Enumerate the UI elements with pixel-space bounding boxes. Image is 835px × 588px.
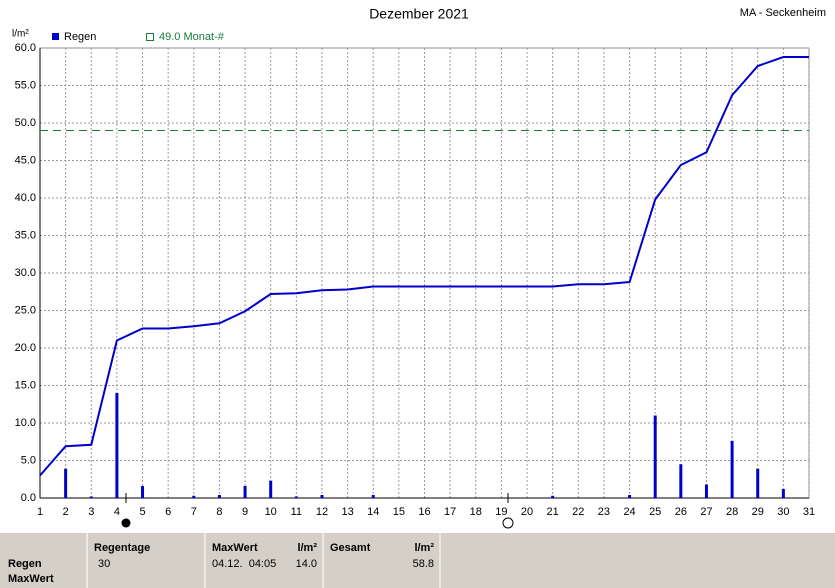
bar bbox=[679, 464, 683, 498]
x-tick-label: 10 bbox=[265, 506, 277, 518]
cell: 58.8 bbox=[413, 558, 434, 570]
plot-area bbox=[39, 47, 810, 499]
x-tick-label: 21 bbox=[547, 506, 559, 518]
legend: Regen 49.0 Monat-# bbox=[52, 31, 225, 43]
x-tick-label: 8 bbox=[216, 506, 222, 518]
bar bbox=[217, 495, 221, 498]
header: Regentage bbox=[94, 542, 150, 554]
legend-swatch bbox=[52, 33, 59, 40]
legend-label: 49.0 Monat-# bbox=[159, 31, 225, 43]
y-tick-label: 35.0 bbox=[15, 229, 36, 241]
moon-new bbox=[121, 518, 131, 528]
y-tick-label: 55.0 bbox=[15, 79, 36, 91]
y-tick-label: 0.0 bbox=[21, 492, 36, 504]
x-tick-label: 27 bbox=[700, 506, 712, 518]
x-tick-label: 13 bbox=[341, 506, 353, 518]
y-axis-label: l/m² bbox=[12, 29, 29, 40]
x-tick-label: 24 bbox=[623, 506, 635, 518]
row-label: Regen bbox=[8, 558, 42, 570]
bar bbox=[320, 495, 324, 498]
x-tick-label: 31 bbox=[803, 506, 815, 518]
line bbox=[39, 56, 809, 477]
x-tick-label: 22 bbox=[572, 506, 584, 518]
bar bbox=[781, 489, 785, 498]
bar bbox=[115, 393, 119, 498]
y-tick-label: 15.0 bbox=[15, 379, 36, 391]
legend-swatch bbox=[146, 33, 154, 41]
bar bbox=[730, 441, 734, 498]
y-tick-label: 40.0 bbox=[15, 192, 36, 204]
x-tick-label: 12 bbox=[316, 506, 328, 518]
header: l/m² bbox=[297, 542, 317, 554]
x-tick-label: 30 bbox=[777, 506, 789, 518]
x-tick-label: 19 bbox=[495, 506, 507, 518]
y-tick-label: 20.0 bbox=[15, 342, 36, 354]
bar bbox=[551, 495, 555, 498]
bar bbox=[628, 495, 632, 498]
bar bbox=[269, 480, 273, 498]
bar bbox=[89, 496, 93, 498]
bar bbox=[653, 415, 657, 498]
chart-title: Dezember 2021 bbox=[369, 6, 469, 22]
header: Gesamt bbox=[330, 542, 371, 554]
y-tick-label: 50.0 bbox=[15, 117, 36, 129]
row-label: MaxWert bbox=[8, 573, 54, 585]
bar bbox=[756, 468, 760, 498]
x-tick-label: 17 bbox=[444, 506, 456, 518]
x-tick-label: 15 bbox=[393, 506, 405, 518]
x-tick-label: 23 bbox=[598, 506, 610, 518]
cell: 14.0 bbox=[296, 558, 317, 570]
cell: 30 bbox=[98, 558, 110, 570]
y-tick-label: 60.0 bbox=[15, 42, 36, 54]
x-tick-label: 9 bbox=[242, 506, 248, 518]
bar bbox=[243, 486, 247, 498]
x-tick-label: 2 bbox=[63, 506, 69, 518]
x-tick-label: 3 bbox=[88, 506, 94, 518]
header: l/m² bbox=[414, 542, 434, 554]
y-tick-label: 25.0 bbox=[15, 304, 36, 316]
x-tick-label: 6 bbox=[165, 506, 171, 518]
x-tick-label: 5 bbox=[139, 506, 145, 518]
legend-label: Regen bbox=[64, 31, 96, 43]
y-tick-label: 10.0 bbox=[15, 417, 36, 429]
bar bbox=[141, 486, 145, 498]
cell: 04.12. 04:05 bbox=[212, 558, 276, 570]
y-tick-label: 45.0 bbox=[15, 154, 36, 166]
x-tick-label: 4 bbox=[114, 506, 120, 518]
x-tick-label: 14 bbox=[367, 506, 379, 518]
bar bbox=[192, 495, 196, 498]
x-tick-label: 11 bbox=[291, 506, 302, 518]
y-tick-label: 30.0 bbox=[15, 267, 36, 279]
x-tick-label: 1 bbox=[37, 506, 43, 518]
bar bbox=[294, 496, 298, 498]
x-tick-label: 18 bbox=[470, 506, 482, 518]
x-tick-label: 26 bbox=[675, 506, 687, 518]
x-tick-label: 7 bbox=[191, 506, 197, 518]
header: MaxWert bbox=[212, 542, 258, 554]
moon-full bbox=[502, 517, 514, 529]
y-tick-label: 5.0 bbox=[21, 454, 36, 466]
bar bbox=[704, 484, 708, 498]
bar bbox=[371, 495, 375, 498]
x-tick-label: 16 bbox=[418, 506, 430, 518]
x-tick-label: 28 bbox=[726, 506, 738, 518]
bar bbox=[64, 468, 68, 498]
x-tick-label: 25 bbox=[649, 506, 661, 518]
x-tick-label: 20 bbox=[521, 506, 533, 518]
panel-lines bbox=[86, 533, 441, 588]
station: MA - Seckenheim bbox=[740, 7, 826, 19]
stats-panel bbox=[0, 533, 835, 588]
x-tick-label: 29 bbox=[752, 506, 764, 518]
